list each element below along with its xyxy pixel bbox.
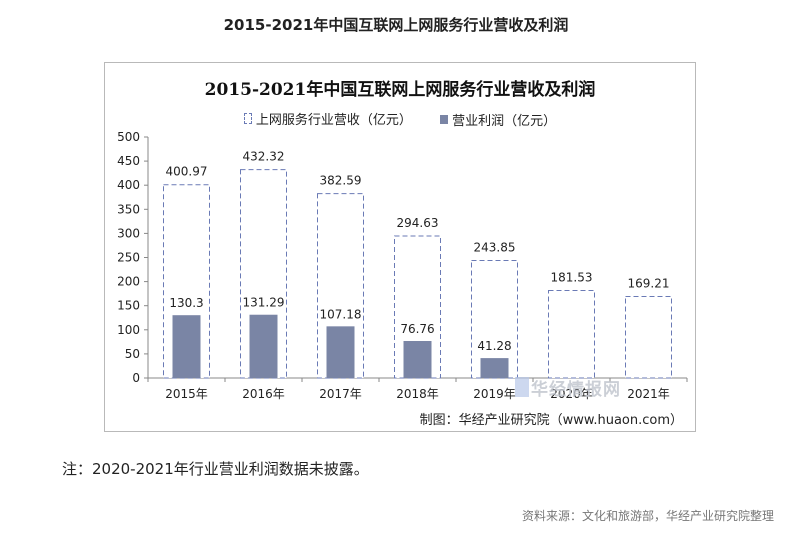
revenue-data-label: 382.59 (320, 174, 362, 188)
x-tick-label: 2016年 (242, 387, 285, 401)
y-tick-label: 350 (117, 202, 140, 216)
x-tick-label: 2015年 (165, 387, 208, 401)
y-tick-label: 200 (117, 275, 140, 289)
y-tick-label: 500 (117, 130, 140, 144)
chart-plot: 0 50 100 150 200 250 300 350 400 450 500 2015年 2016年… (117, 130, 688, 401)
chart-credit: 制图：华经产业研究院（www.huaon.com） (419, 413, 683, 428)
chart-legend: 上网服务行业营收（亿元） 营业利润（亿元） (105, 109, 695, 129)
y-tick-label: 100 (117, 323, 140, 337)
y-tick-label: 250 (117, 251, 140, 265)
revenue-data-label: 294.63 (397, 216, 439, 230)
y-tick-label: 450 (117, 154, 140, 168)
revenue-data-label: 432.32 (243, 150, 285, 164)
watermark: 华经情报网 (531, 380, 621, 400)
profit-bar (172, 315, 201, 378)
chart-frame: 2015-2021年中国互联网上网服务行业营收及利润 上网服务行业营收（亿元） … (104, 62, 696, 432)
x-tick-label: 2019年 (473, 387, 516, 401)
revenue-bar (625, 295, 672, 379)
legend-item-profit: 营业利润（亿元） (440, 110, 556, 129)
profit-bar (403, 341, 432, 378)
legend-label-profit: 营业利润（亿元） (452, 114, 557, 129)
profit-data-label: 130.3 (169, 296, 203, 310)
x-tick-label: 2020年 (550, 387, 593, 401)
x-tick-label: 2018年 (396, 387, 439, 401)
y-tick-label: 300 (117, 226, 140, 240)
x-tick-label: 2021年 (627, 387, 670, 401)
profit-data-label: 41.28 (477, 339, 511, 353)
watermark-logo-icon (515, 377, 529, 397)
y-tick-label: 0 (132, 371, 140, 385)
chart-title: 2015-2021年中国互联网上网服务行业营收及利润 (204, 80, 596, 100)
revenue-data-label: 181.53 (551, 271, 593, 285)
source-text: 资料来源：文化和旅游部，华经产业研究院整理 (521, 509, 774, 523)
profit-data-label: 107.18 (320, 307, 362, 321)
revenue-data-label: 243.85 (474, 240, 516, 254)
footnote: 注：2020-2021年行业营业利润数据未披露。 (62, 460, 369, 478)
profit-data-label: 131.29 (243, 296, 285, 310)
profit-bar (480, 358, 509, 378)
revenue-data-label: 400.97 (166, 165, 208, 179)
profit-bar (249, 314, 278, 378)
legend-label-revenue: 上网服务行业营收（亿元） (255, 113, 412, 128)
revenue-bar (548, 290, 595, 379)
x-tick-label: 2017年 (319, 387, 362, 401)
legend-swatch-profit (440, 115, 449, 124)
legend-swatch-revenue (243, 113, 252, 124)
revenue-data-label: 169.21 (628, 276, 670, 290)
profit-data-label: 76.76 (400, 322, 434, 336)
y-tick-label: 400 (117, 178, 140, 192)
page-title: 2015-2021年中国互联网上网服务行业营收及利润 (223, 16, 569, 34)
profit-bar (326, 326, 355, 378)
legend-item-revenue: 上网服务行业营收（亿元） (243, 109, 412, 128)
y-tick-label: 50 (125, 347, 140, 361)
y-tick-label: 150 (117, 299, 140, 313)
